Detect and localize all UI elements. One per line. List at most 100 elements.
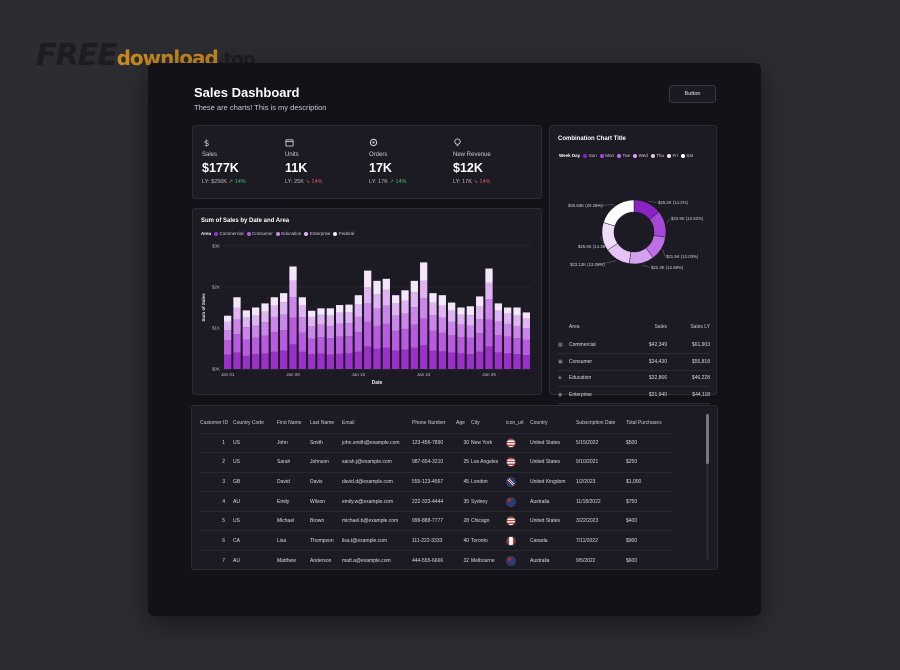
bar-segment-consumer[interactable] bbox=[280, 330, 288, 351]
bar-segment-education[interactable] bbox=[336, 323, 344, 337]
bar-segment-enterprise[interactable] bbox=[448, 310, 456, 322]
legend-item-wed[interactable]: Wed bbox=[633, 153, 648, 158]
bar-segment-enterprise[interactable] bbox=[289, 280, 297, 298]
bar-segment-consumer[interactable] bbox=[336, 336, 344, 354]
column-header[interactable]: Subscription Date bbox=[576, 420, 616, 427]
bar-segment-commercial[interactable] bbox=[466, 354, 474, 369]
bar-segment-education[interactable] bbox=[354, 316, 362, 333]
bar-segment-consumer[interactable] bbox=[401, 329, 409, 350]
bar-segment-education[interactable] bbox=[382, 305, 390, 324]
legend-item-sun[interactable]: Sun bbox=[583, 153, 597, 158]
bar-segment-consumer[interactable] bbox=[252, 337, 260, 355]
bar-segment-enterprise[interactable] bbox=[429, 302, 437, 316]
bar-segment-commercial[interactable] bbox=[438, 351, 446, 369]
table-row[interactable]: 7 AU Matthew Anderson matt.a@example.com 444-… bbox=[200, 550, 674, 569]
bar-segment-consumer[interactable] bbox=[308, 338, 316, 355]
table-row[interactable]: 2 US Sarah Johnson sarah.j@example.com 987-65… bbox=[200, 452, 674, 473]
bar-segment-commercial[interactable] bbox=[298, 351, 306, 369]
column-header[interactable]: First Name bbox=[277, 420, 302, 427]
column-header[interactable]: icon_url bbox=[506, 420, 524, 427]
bar-segment-federal[interactable] bbox=[364, 270, 372, 287]
bar-segment-consumer[interactable] bbox=[364, 321, 372, 347]
bar-segment-education[interactable] bbox=[438, 317, 446, 333]
bar-segment-education[interactable] bbox=[410, 307, 418, 325]
bar-segment-federal[interactable] bbox=[270, 297, 278, 306]
bar-segment-education[interactable] bbox=[522, 328, 530, 340]
bar-segment-federal[interactable] bbox=[476, 296, 484, 307]
bar-segment-federal[interactable] bbox=[308, 310, 316, 317]
legend-item-fri[interactable]: Fri bbox=[667, 153, 678, 158]
bar-segment-consumer[interactable] bbox=[420, 318, 428, 346]
bar-segment-federal[interactable] bbox=[261, 303, 269, 312]
bar-segment-enterprise[interactable] bbox=[522, 318, 530, 328]
bar-segment-enterprise[interactable] bbox=[494, 310, 502, 322]
bar-segment-federal[interactable] bbox=[522, 312, 530, 319]
bar-segment-commercial[interactable] bbox=[280, 350, 288, 369]
bar-segment-commercial[interactable] bbox=[457, 353, 465, 369]
bar-segment-commercial[interactable] bbox=[401, 349, 409, 369]
bar-segment-federal[interactable] bbox=[485, 268, 493, 283]
bar-segment-federal[interactable] bbox=[233, 297, 241, 308]
bar-segment-consumer[interactable] bbox=[494, 334, 502, 353]
bar-segment-consumer[interactable] bbox=[448, 335, 456, 353]
bar-segment-education[interactable] bbox=[308, 326, 316, 339]
bar-segment-federal[interactable] bbox=[373, 280, 381, 295]
bar-segment-consumer[interactable] bbox=[429, 330, 437, 351]
table-row[interactable]: ◉ Enterprise $31,940 $44,118 bbox=[558, 386, 710, 404]
bar-segment-education[interactable] bbox=[289, 297, 297, 318]
bar-segment-education[interactable] bbox=[233, 319, 241, 335]
bar-segment-enterprise[interactable] bbox=[345, 312, 353, 324]
column-header[interactable]: City bbox=[471, 420, 480, 427]
bar-segment-education[interactable] bbox=[252, 325, 260, 338]
bar-segment-consumer[interactable] bbox=[261, 335, 269, 354]
bar-segment-commercial[interactable] bbox=[270, 351, 278, 369]
column-header[interactable]: Email bbox=[342, 420, 355, 427]
bar-segment-education[interactable] bbox=[345, 323, 353, 337]
column-header[interactable]: Sales LY bbox=[690, 324, 710, 330]
bar-segment-education[interactable] bbox=[326, 325, 334, 339]
bar-segment-enterprise[interactable] bbox=[298, 305, 306, 318]
bar-segment-education[interactable] bbox=[373, 308, 381, 326]
bar-segment-consumer[interactable] bbox=[242, 339, 250, 356]
column-header[interactable]: Phone Number bbox=[412, 420, 446, 427]
table-row[interactable]: 6 CA Lisa Thompson lisa.t@example.com 111-222… bbox=[200, 530, 674, 551]
bar-segment-federal[interactable] bbox=[513, 307, 521, 316]
bar-segment-enterprise[interactable] bbox=[392, 303, 400, 316]
bar-segment-education[interactable] bbox=[513, 325, 521, 339]
bar-segment-consumer[interactable] bbox=[466, 337, 474, 355]
bar-segment-commercial[interactable] bbox=[485, 346, 493, 369]
bar-segment-federal[interactable] bbox=[252, 307, 260, 316]
bar-segment-consumer[interactable] bbox=[326, 338, 334, 355]
bar-segment-federal[interactable] bbox=[298, 297, 306, 306]
bar-segment-federal[interactable] bbox=[494, 303, 502, 311]
bar-segment-education[interactable] bbox=[261, 322, 269, 336]
bar-segment-commercial[interactable] bbox=[429, 350, 437, 369]
bar-segment-enterprise[interactable] bbox=[438, 305, 446, 318]
bar-segment-consumer[interactable] bbox=[233, 334, 241, 353]
bar-segment-enterprise[interactable] bbox=[373, 294, 381, 309]
bar-segment-education[interactable] bbox=[242, 327, 250, 340]
bar-segment-enterprise[interactable] bbox=[466, 315, 474, 326]
table-row[interactable]: 3 GB David Davis david.d@example.com 555-123-… bbox=[200, 471, 674, 492]
bar-segment-education[interactable] bbox=[429, 315, 437, 331]
bar-segment-enterprise[interactable] bbox=[261, 311, 269, 323]
bar-segment-federal[interactable] bbox=[326, 308, 334, 316]
bar-segment-education[interactable] bbox=[494, 321, 502, 335]
bar-segment-consumer[interactable] bbox=[476, 333, 484, 352]
bar-segment-consumer[interactable] bbox=[354, 332, 362, 352]
bar-segment-enterprise[interactable] bbox=[224, 321, 232, 331]
bar-segment-federal[interactable] bbox=[457, 307, 465, 315]
bar-segment-consumer[interactable] bbox=[317, 337, 325, 354]
bar-segment-consumer[interactable] bbox=[382, 323, 390, 348]
bar-segment-consumer[interactable] bbox=[485, 319, 493, 347]
bar-segment-consumer[interactable] bbox=[224, 340, 232, 355]
bar-segment-enterprise[interactable] bbox=[513, 315, 521, 326]
bar-segment-federal[interactable] bbox=[345, 304, 353, 313]
bar-segment-enterprise[interactable] bbox=[336, 312, 344, 324]
bar-segment-commercial[interactable] bbox=[326, 354, 334, 369]
column-header[interactable]: Last Name bbox=[310, 420, 335, 427]
bar-segment-federal[interactable] bbox=[401, 290, 409, 301]
bar-segment-federal[interactable] bbox=[317, 308, 325, 315]
bar-segment-enterprise[interactable] bbox=[252, 315, 260, 326]
bar-segment-commercial[interactable] bbox=[504, 353, 512, 369]
